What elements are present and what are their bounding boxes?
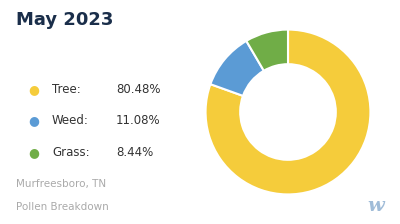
- Text: 8.44%: 8.44%: [116, 146, 153, 159]
- Text: Tree:: Tree:: [52, 83, 81, 96]
- Text: Murfreesboro, TN: Murfreesboro, TN: [16, 179, 106, 189]
- Text: ●: ●: [28, 83, 39, 96]
- Text: Pollen Breakdown: Pollen Breakdown: [16, 202, 109, 212]
- Wedge shape: [206, 30, 370, 194]
- Text: Grass:: Grass:: [52, 146, 90, 159]
- Wedge shape: [210, 41, 264, 96]
- Text: w: w: [367, 197, 384, 215]
- Wedge shape: [246, 30, 288, 71]
- Text: 11.08%: 11.08%: [116, 114, 161, 127]
- Text: ●: ●: [28, 146, 39, 159]
- Text: ●: ●: [28, 114, 39, 127]
- Text: Weed:: Weed:: [52, 114, 89, 127]
- Text: 80.48%: 80.48%: [116, 83, 160, 96]
- Text: May 2023: May 2023: [16, 11, 113, 29]
